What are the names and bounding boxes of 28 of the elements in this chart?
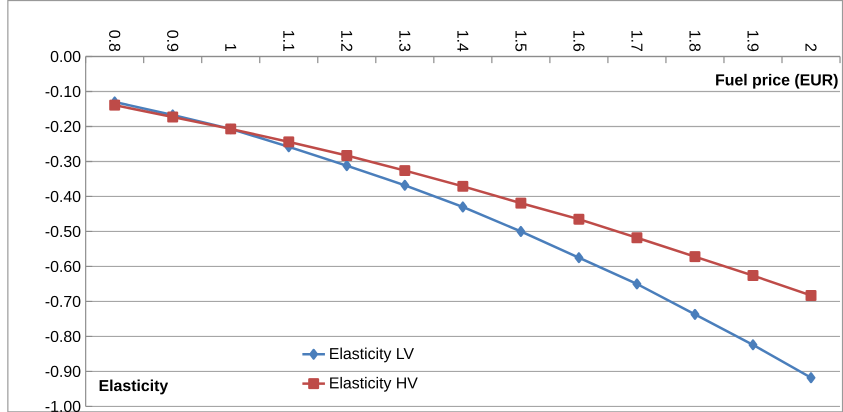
- x-axis-title: Fuel price (EUR): [716, 74, 838, 88]
- y-tick-label: -0.20: [46, 120, 80, 132]
- x-tick-label: 1.2: [341, 30, 352, 51]
- x-tick-label: 0.8: [109, 30, 120, 51]
- legend-label: Elasticity HV: [330, 376, 418, 392]
- y-tick-label: -0.90: [46, 366, 80, 377]
- x-tick-label: 1.6: [573, 30, 585, 51]
- x-tick-label: 1: [225, 44, 236, 51]
- y-tick-label: -1.00: [46, 400, 80, 412]
- legend-label: Elasticity LV: [330, 347, 414, 362]
- y-tick-label: 0.00: [50, 50, 80, 62]
- x-tick-label: 0.9: [167, 30, 178, 51]
- y-tick-label: -0.60: [46, 260, 80, 272]
- x-tick-label: 1.9: [747, 30, 759, 51]
- x-tick-label: 2: [805, 44, 817, 51]
- y-tick-label: -0.70: [46, 296, 80, 307]
- y-axis-title: Elasticity: [100, 379, 168, 394]
- y-tick-label: -0.40: [46, 190, 80, 202]
- x-tick-label: 1.1: [283, 30, 294, 51]
- y-tick-label: -0.80: [46, 330, 80, 342]
- y-tick-label: -0.50: [46, 226, 80, 237]
- x-tick-label: 1.5: [515, 30, 526, 51]
- x-tick-label: 1.8: [689, 30, 701, 51]
- x-tick-label: 1.3: [399, 30, 410, 51]
- y-tick-label: -0.10: [46, 86, 80, 97]
- x-tick-label: 1.7: [631, 30, 642, 51]
- y-tick-label: -0.30: [46, 156, 80, 167]
- x-tick-label: 1.4: [457, 30, 468, 52]
